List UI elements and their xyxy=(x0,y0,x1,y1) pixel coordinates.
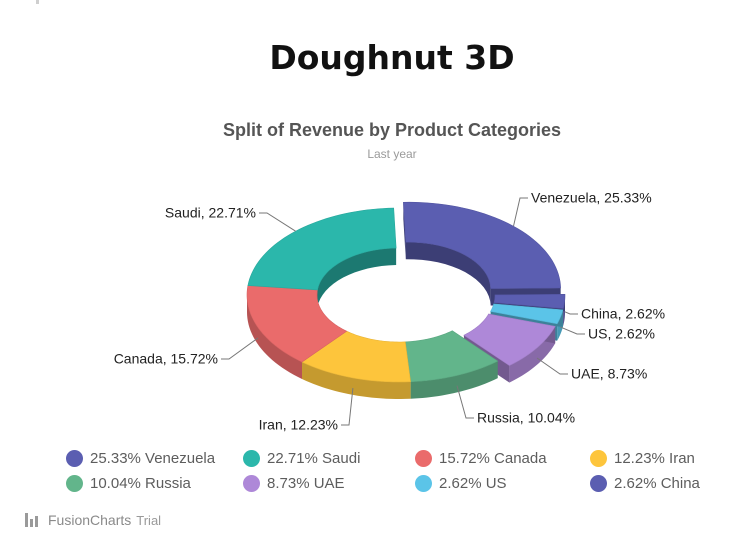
legend-dot-icon xyxy=(415,475,432,492)
legend-dot-icon xyxy=(243,475,260,492)
slice-side-saudi xyxy=(317,248,397,307)
slice-side-russia-outer-wall xyxy=(410,361,498,399)
slice-label-uae: UAE, 8.73% xyxy=(571,366,647,382)
leader-line-china xyxy=(564,311,578,315)
slice-label-saudi: Saudi, 22.71% xyxy=(165,205,256,221)
legend-label: 25.33% Venezuela xyxy=(90,450,216,467)
legend-item-saudi[interactable]: 22.71% Saudi xyxy=(243,450,415,467)
legend-dot-icon xyxy=(590,450,607,467)
chart-subtitle: Last year xyxy=(367,147,416,161)
legend-item-venezuela[interactable]: 25.33% Venezuela xyxy=(66,450,243,467)
legend-label: 10.04% Russia xyxy=(90,475,191,492)
slice-side-iran-outer-wall xyxy=(302,361,411,399)
legend-dot-icon xyxy=(590,475,607,492)
legend-item-russia[interactable]: 10.04% Russia xyxy=(66,475,243,492)
bar-chart-icon xyxy=(25,513,40,527)
legend-label: 2.62% US xyxy=(439,475,507,492)
legend-item-uae[interactable]: 8.73% UAE xyxy=(243,475,415,492)
leader-line-venezuela xyxy=(513,197,528,227)
slice-venezuela[interactable] xyxy=(403,201,561,289)
leader-line-canada xyxy=(221,337,259,360)
slice-label-canada: Canada, 15.72% xyxy=(114,351,218,367)
legend-label: 12.23% Iran xyxy=(614,450,695,467)
corner-mark xyxy=(36,0,39,4)
legend-dot-icon xyxy=(66,450,83,467)
leader-line-us xyxy=(560,326,585,335)
legend-item-china[interactable]: 2.62% China xyxy=(590,475,730,492)
legend-label: 22.71% Saudi xyxy=(267,450,361,467)
slice-label-us: US, 2.62% xyxy=(588,326,655,342)
doughnut-tops xyxy=(246,201,566,383)
slice-label-russia: Russia, 10.04% xyxy=(477,410,575,426)
legend-label: 8.73% UAE xyxy=(267,475,345,492)
slice-canada[interactable] xyxy=(246,285,348,363)
slice-side-saudi-inner-wall xyxy=(317,248,397,307)
slice-iran[interactable] xyxy=(301,330,411,383)
legend-dot-icon xyxy=(66,475,83,492)
page-title: Doughnut 3D xyxy=(269,38,515,77)
slice-label-china: China, 2.62% xyxy=(581,306,665,322)
leader-line-saudi xyxy=(259,212,296,232)
legend-label: 2.62% China xyxy=(614,475,700,492)
leader-line-uae xyxy=(536,357,568,375)
legend-label: 15.72% Canada xyxy=(439,450,547,467)
slice-side-uae-outer-wall xyxy=(509,326,556,383)
slice-side-russia xyxy=(410,361,498,399)
slice-side-canada-outer-wall xyxy=(247,295,303,379)
slice-china[interactable] xyxy=(493,294,566,309)
branding: FusionCharts Trial xyxy=(25,512,161,528)
slice-us[interactable] xyxy=(490,303,564,325)
brand-suffix: Trial xyxy=(136,512,162,528)
slice-uae[interactable] xyxy=(463,313,556,366)
brand-name: FusionCharts xyxy=(48,512,132,528)
slice-side-venezuela-inner-wall xyxy=(405,242,491,306)
legend-item-canada[interactable]: 15.72% Canada xyxy=(415,450,590,467)
doughnut-chart: Split of Revenue by Product Categories L… xyxy=(114,120,665,433)
leader-line-iran xyxy=(341,388,354,426)
slice-label-venezuela: Venezuela, 25.33% xyxy=(531,190,652,206)
legend-dot-icon xyxy=(243,450,260,467)
chart-title: Split of Revenue by Product Categories xyxy=(223,120,561,140)
legend-dot-icon xyxy=(415,450,432,467)
slice-labels: Venezuela, 25.33% China, 2.62% US, 2.62% UA… xyxy=(114,190,665,433)
legend-item-iran[interactable]: 12.23% Iran xyxy=(590,450,730,467)
legend: 25.33% Venezuela 22.71% Saudi 15.72% Canad… xyxy=(66,450,736,492)
slice-label-iran: Iran, 12.23% xyxy=(259,417,338,433)
slice-saudi[interactable] xyxy=(247,207,397,291)
slice-russia[interactable] xyxy=(404,330,499,383)
leader-line-russia xyxy=(456,385,474,419)
legend-item-us[interactable]: 2.62% US xyxy=(415,475,590,492)
slice-side-iran xyxy=(302,361,411,399)
